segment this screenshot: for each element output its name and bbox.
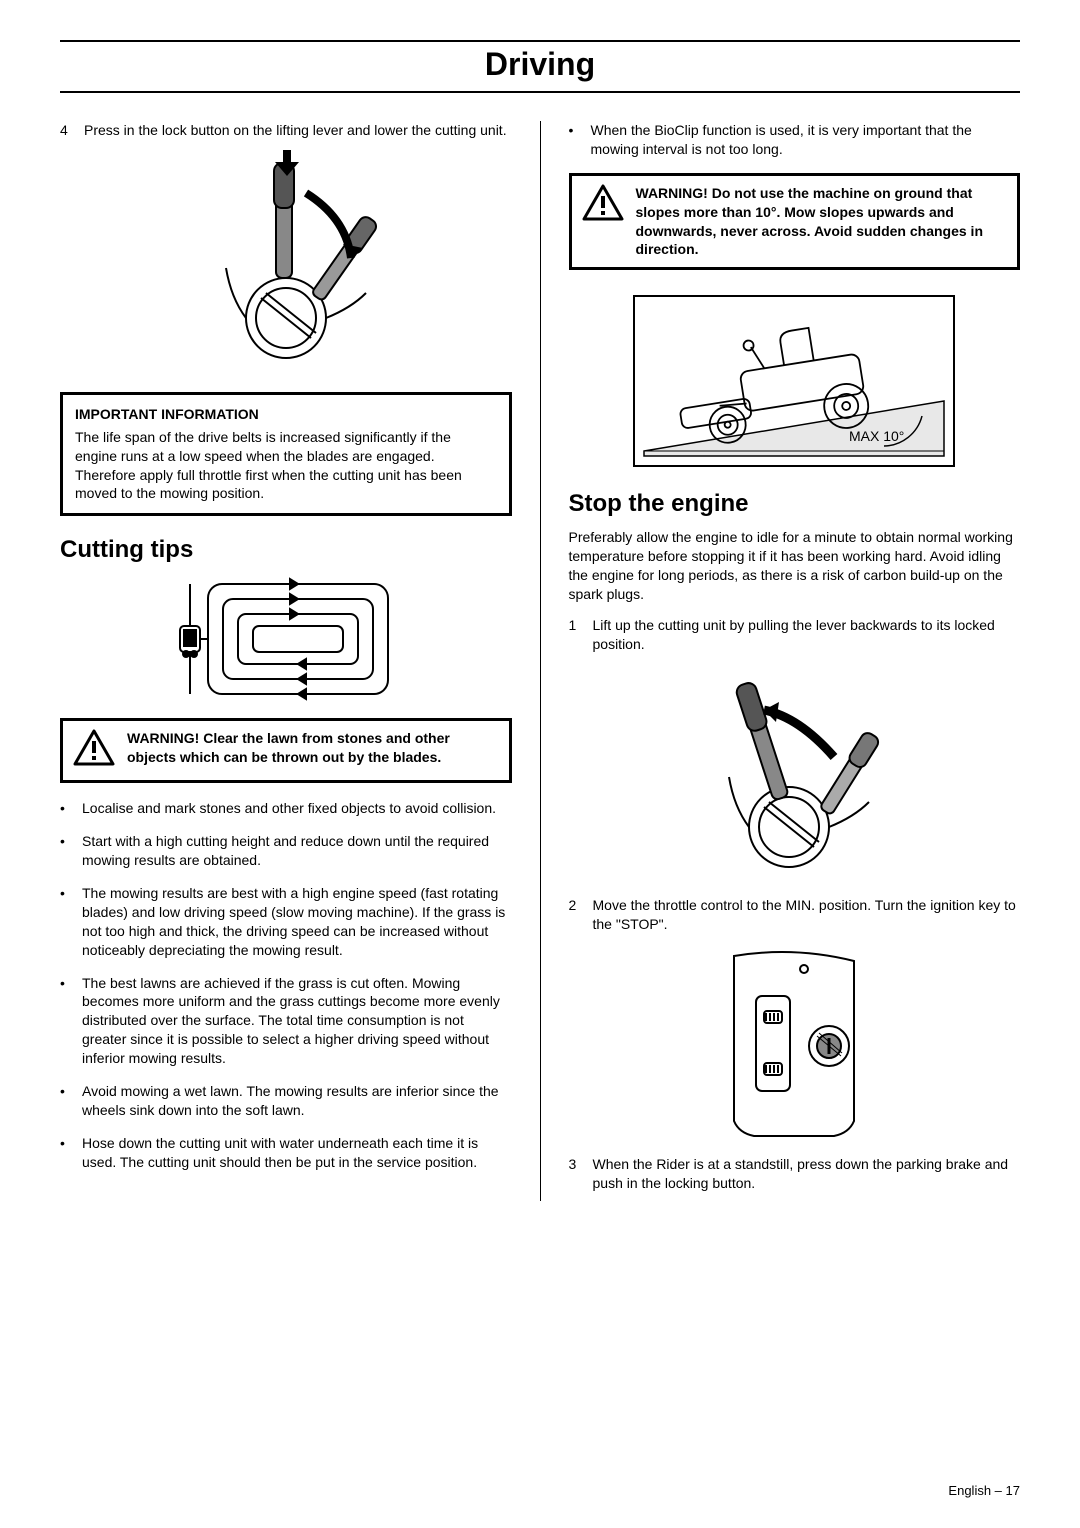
figure-throttle-ignition <box>569 941 1021 1141</box>
step-number: 1 <box>569 616 593 654</box>
stop-step-3: 3 When the Rider is at a standstill, pre… <box>569 1155 1021 1193</box>
footer-page-number: 17 <box>1006 1483 1020 1498</box>
warning-box-slope: WARNING! Do not use the machine on groun… <box>569 173 1021 271</box>
important-info-box: IMPORTANT INFORMATION The life span of t… <box>60 392 512 516</box>
figure-slope: MAX 10° <box>569 286 1021 476</box>
warning-box-stones: WARNING! Clear the lawn from stones and … <box>60 718 512 783</box>
step-number: 3 <box>569 1155 593 1193</box>
list-item: Avoid mowing a wet lawn. The mowing resu… <box>60 1082 512 1120</box>
list-item: The best lawns are achieved if the grass… <box>60 974 512 1068</box>
info-header: IMPORTANT INFORMATION <box>75 405 497 424</box>
warning-text: WARNING! Clear the lawn from stones and … <box>127 729 499 767</box>
page-title: Driving <box>60 40 1020 93</box>
figure-lower-cutting-unit <box>60 148 512 378</box>
step-text: Lift up the cutting unit by pulling the … <box>593 616 1021 654</box>
list-item: Start with a high cutting height and red… <box>60 832 512 870</box>
warning-icon <box>73 729 115 772</box>
slope-label: MAX 10° <box>849 428 904 444</box>
list-item: Hose down the cutting unit with water un… <box>60 1134 512 1172</box>
figure-lift-cutting-unit <box>569 662 1021 882</box>
footer-sep: – <box>991 1483 1005 1498</box>
footer-language: English <box>948 1483 991 1498</box>
figure-mowing-pattern <box>64 574 512 704</box>
step-number: 2 <box>569 896 593 934</box>
list-item: The mowing results are best with a high … <box>60 884 512 960</box>
bioclip-note: When the BioClip function is used, it is… <box>569 121 1021 159</box>
right-column: When the BioClip function is used, it is… <box>569 121 1021 1201</box>
stop-step-1: 1 Lift up the cutting unit by pulling th… <box>569 616 1021 654</box>
list-item: Localise and mark stones and other fixed… <box>60 799 512 818</box>
step-text: Press in the lock button on the lifting … <box>84 121 507 140</box>
two-column-layout: 4 Press in the lock button on the liftin… <box>60 121 1020 1201</box>
stop-engine-heading: Stop the engine <box>569 490 1021 518</box>
step-number: 4 <box>60 121 84 140</box>
warning-text: WARNING! Do not use the machine on groun… <box>636 184 1008 260</box>
cutting-tips-list: Localise and mark stones and other fixed… <box>60 799 512 1171</box>
page-footer: English – 17 <box>948 1483 1020 1498</box>
step-text: When the Rider is at a standstill, press… <box>593 1155 1021 1193</box>
step-text: Move the throttle control to the MIN. po… <box>593 896 1021 934</box>
warning-icon <box>582 184 624 227</box>
column-divider <box>540 121 541 1201</box>
info-body: The life span of the drive belts is incr… <box>75 428 497 504</box>
stop-step-2: 2 Move the throttle control to the MIN. … <box>569 896 1021 934</box>
cutting-tips-heading: Cutting tips <box>60 536 512 564</box>
stop-intro: Preferably allow the engine to idle for … <box>569 528 1021 604</box>
list-item: When the BioClip function is used, it is… <box>569 121 1021 159</box>
left-column: 4 Press in the lock button on the liftin… <box>60 121 512 1201</box>
step-4: 4 Press in the lock button on the liftin… <box>60 121 512 140</box>
